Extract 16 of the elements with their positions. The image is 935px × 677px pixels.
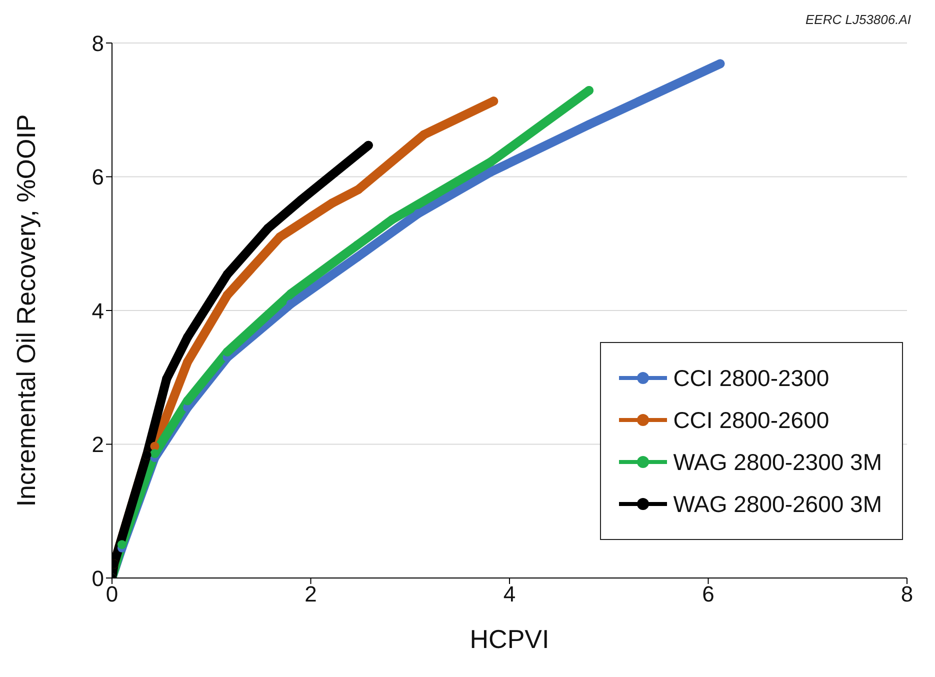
legend-label: WAG 2800-2300 3M <box>673 448 882 476</box>
y-tick-label: 6 <box>92 164 104 190</box>
text: EERC LJ53806.AI <box>805 12 911 27</box>
y-tick-label: 2 <box>92 432 104 458</box>
x-tick-label: 2 <box>304 582 317 607</box>
y-axis-title: Incremental Oil Recovery, %OOIP <box>11 114 42 507</box>
x-tick-label: 8 <box>900 582 914 607</box>
legend-label: CCI 2800-2600 <box>673 406 830 434</box>
legend-label: WAG 2800-2600 3M <box>673 490 882 518</box>
y-tick-label: 8 <box>92 30 104 56</box>
x-tick-label: 6 <box>702 582 714 607</box>
y-tick-label: 0 <box>92 566 104 591</box>
x-axis-title: HCPVI <box>470 624 550 654</box>
legend-label: CCI 2800-2300 <box>673 364 830 392</box>
x-tick-label: 4 <box>503 582 516 607</box>
y-tick-label: 4 <box>92 298 104 324</box>
